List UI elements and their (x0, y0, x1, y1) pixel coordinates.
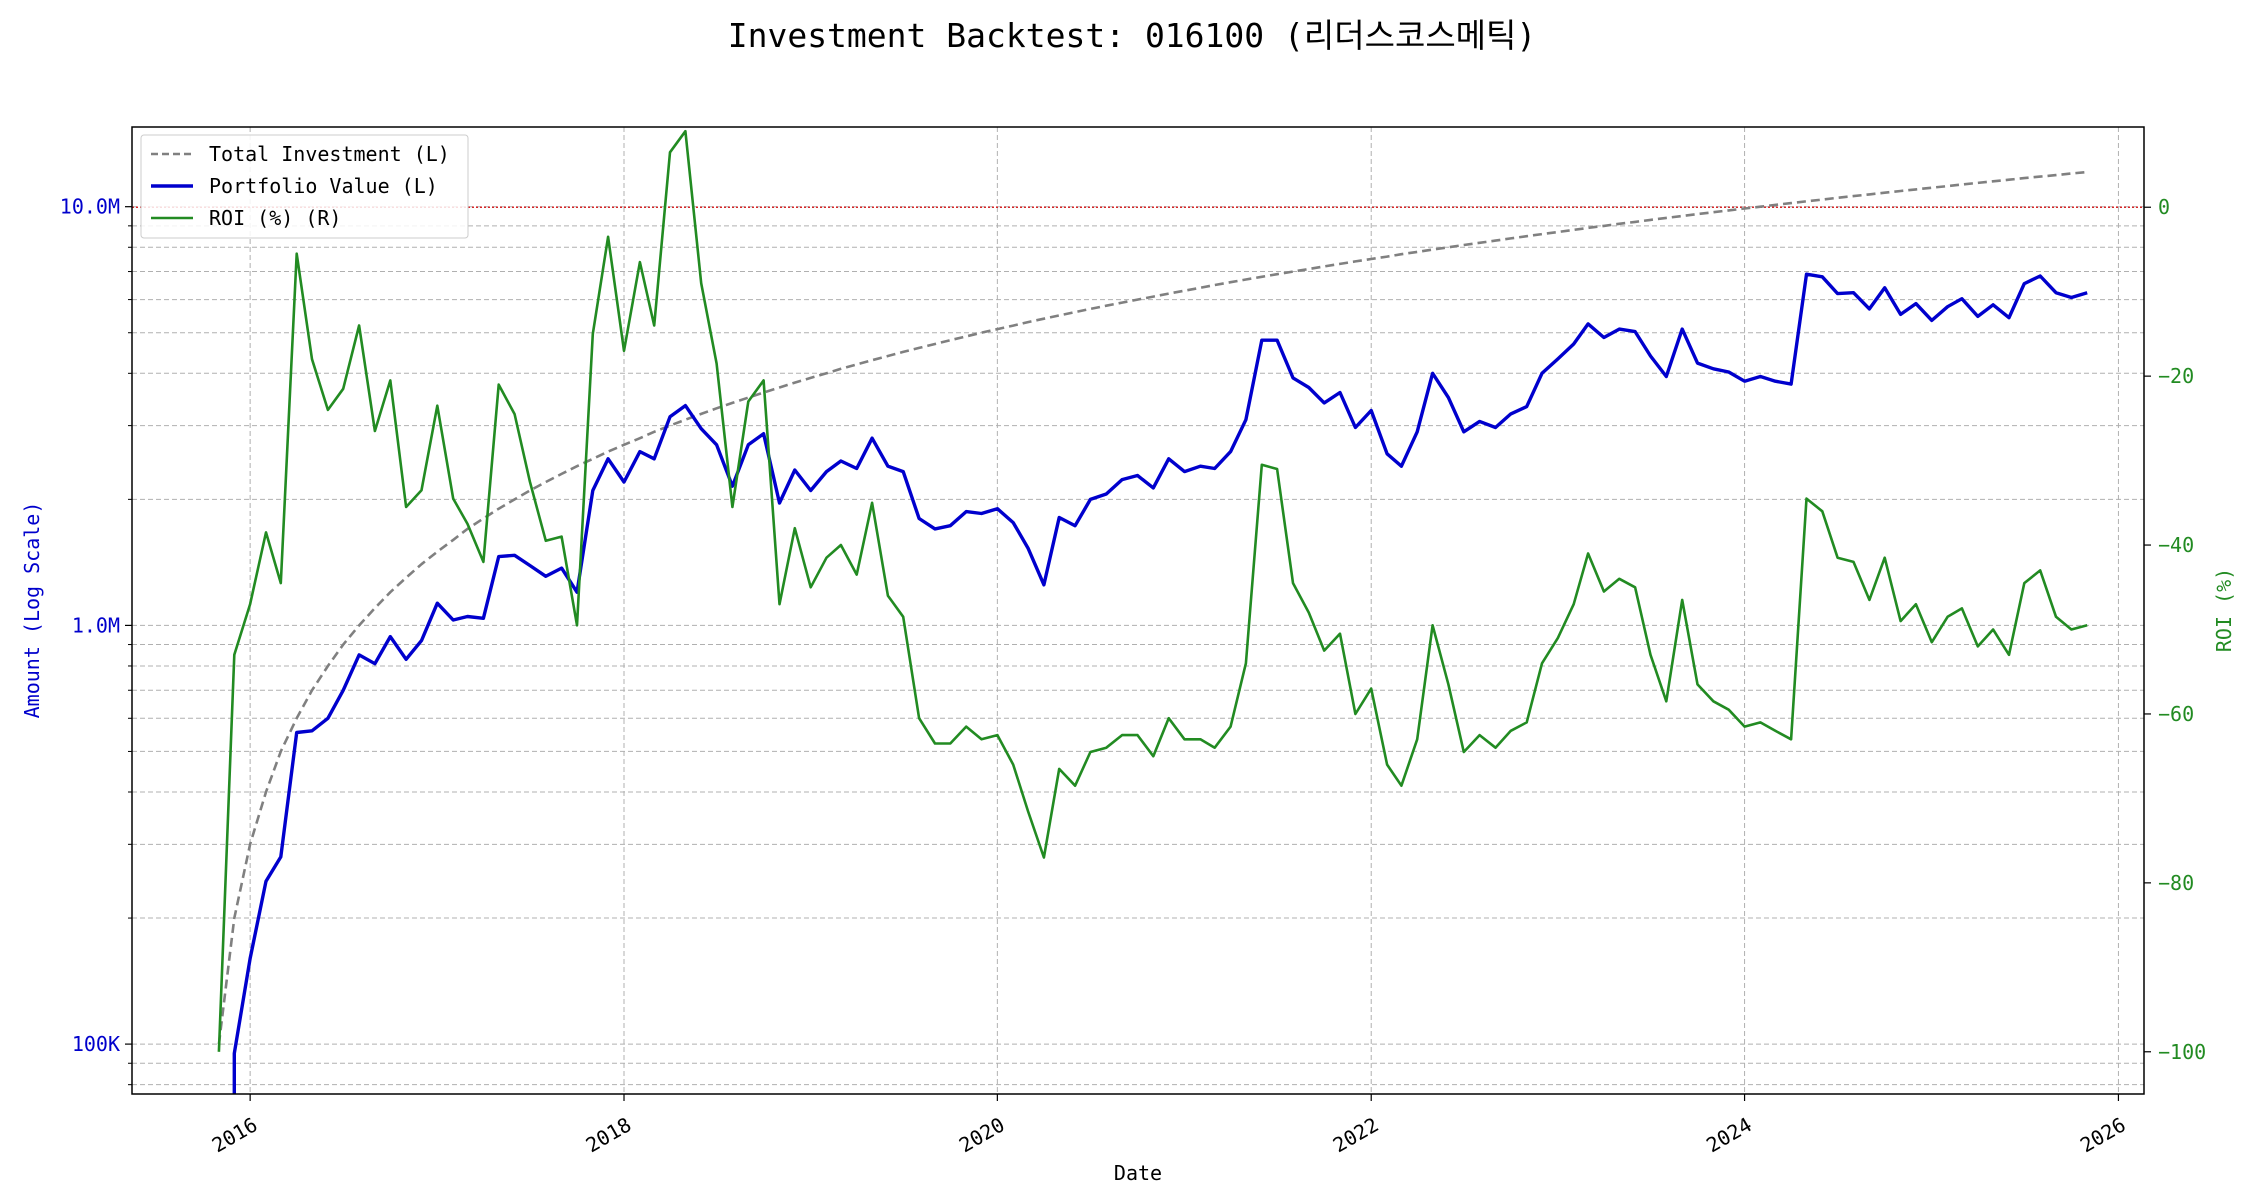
right-axis-ticks: 0 −20 −40 −60 −80 −100 (2144, 195, 2206, 1064)
portfolio-value-line (232, 272, 2088, 1094)
left-tick-label: 100K (72, 1032, 120, 1056)
chart-title: Investment Backtest: 016100 (리더스코스메틱) (728, 16, 1537, 55)
right-tick-label: −20 (2158, 364, 2194, 388)
legend-entry: ROI (%) (R) (209, 206, 341, 230)
plot-frame (131, 126, 2145, 1095)
legend-entry: Total Investment (L) (209, 142, 450, 166)
left-tick-label: 10.0M (60, 195, 120, 219)
roi-line (217, 129, 2088, 1052)
left-axis-ticks: 100K 1.0M 10.0M (60, 195, 132, 1086)
right-tick-label: 0 (2158, 195, 2170, 219)
legend-entry: Portfolio Value (L) (209, 174, 438, 198)
total-investment-line (217, 170, 2088, 1045)
left-axis-label: Amount (Log Scale) (20, 502, 44, 719)
right-tick-label: −100 (2158, 1040, 2206, 1064)
legend-box (140, 134, 469, 239)
left-tick-label: 1.0M (72, 613, 120, 637)
right-tick-label: −60 (2158, 702, 2194, 726)
right-tick-label: −40 (2158, 533, 2194, 557)
right-axis-label: ROI (%) (2212, 568, 2236, 652)
right-tick-label: −80 (2158, 871, 2194, 895)
legend: Total Investment (L) Portfolio Value (L) R… (140, 134, 469, 239)
x-axis-label: Date (1114, 1161, 1162, 1185)
series-layer (217, 129, 2088, 1094)
